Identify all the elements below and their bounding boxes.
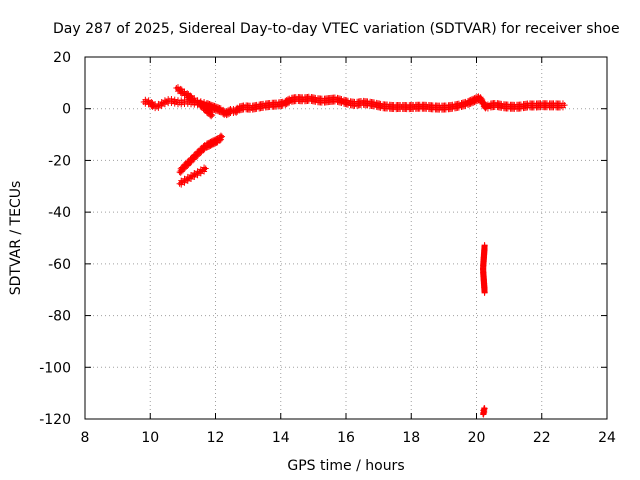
y-tick-label: -40 bbox=[48, 205, 71, 221]
y-tick-label: -60 bbox=[48, 257, 71, 273]
data-point bbox=[467, 100, 474, 107]
data-point bbox=[233, 109, 240, 116]
y-axis-label: SDTVAR / TECUs bbox=[8, 181, 24, 296]
data-point bbox=[217, 136, 224, 143]
x-tick-label: 18 bbox=[402, 430, 420, 446]
data-point bbox=[188, 175, 195, 182]
y-tick-label: -120 bbox=[39, 412, 71, 428]
grid-lines bbox=[85, 57, 607, 419]
data-point bbox=[286, 99, 293, 106]
data-point bbox=[194, 153, 201, 160]
data-point bbox=[465, 101, 472, 108]
axis-ticks: 8 10 12 14 16 18 20 22 24 20 0 -20 -40 -60 -80 -100 -120 bbox=[39, 50, 616, 446]
data-point bbox=[187, 159, 194, 166]
data-point bbox=[480, 410, 487, 417]
x-tick-label: 22 bbox=[533, 430, 551, 446]
data-point bbox=[197, 150, 204, 157]
x-tick-label: 10 bbox=[141, 430, 159, 446]
data-point bbox=[178, 181, 185, 188]
data-point bbox=[213, 139, 220, 146]
x-tick-label: 8 bbox=[81, 430, 90, 446]
data-point bbox=[177, 169, 184, 176]
data-point bbox=[470, 99, 477, 106]
data-point bbox=[200, 147, 207, 154]
data-point bbox=[481, 289, 488, 296]
data-point bbox=[216, 137, 223, 144]
data-point bbox=[561, 102, 568, 109]
y-tick-label: 20 bbox=[53, 50, 71, 66]
data-point bbox=[283, 101, 290, 108]
y-tick-label: -80 bbox=[48, 309, 71, 325]
y-tick-label: -100 bbox=[39, 360, 71, 376]
data-point bbox=[208, 113, 215, 120]
data-point bbox=[282, 101, 289, 108]
data-point bbox=[226, 110, 233, 117]
data-point bbox=[284, 100, 291, 107]
plot-frame bbox=[84, 56, 608, 420]
data-point bbox=[224, 111, 231, 118]
data-point bbox=[219, 133, 226, 140]
y-tick-label: 0 bbox=[62, 102, 71, 118]
data-point bbox=[466, 101, 473, 108]
data-point bbox=[180, 166, 187, 173]
x-tick-label: 14 bbox=[272, 430, 290, 446]
chart-title: Day 287 of 2025, Sidereal Day-to-day VTE… bbox=[53, 21, 620, 37]
y-tick-label: -20 bbox=[48, 153, 71, 169]
data-point bbox=[184, 163, 191, 170]
data-point bbox=[201, 168, 208, 175]
data-point bbox=[158, 103, 165, 110]
data-point bbox=[209, 112, 216, 119]
data-point bbox=[468, 100, 475, 107]
x-axis-label: GPS time / hours bbox=[287, 458, 404, 474]
x-tick-label: 24 bbox=[598, 430, 616, 446]
x-tick-label: 12 bbox=[207, 430, 225, 446]
data-point bbox=[202, 165, 209, 172]
x-tick-label: 16 bbox=[337, 430, 355, 446]
data-point bbox=[471, 99, 478, 106]
data-point bbox=[190, 156, 197, 163]
x-tick-label: 20 bbox=[468, 430, 486, 446]
data-point bbox=[223, 112, 230, 119]
data-series bbox=[140, 84, 568, 418]
